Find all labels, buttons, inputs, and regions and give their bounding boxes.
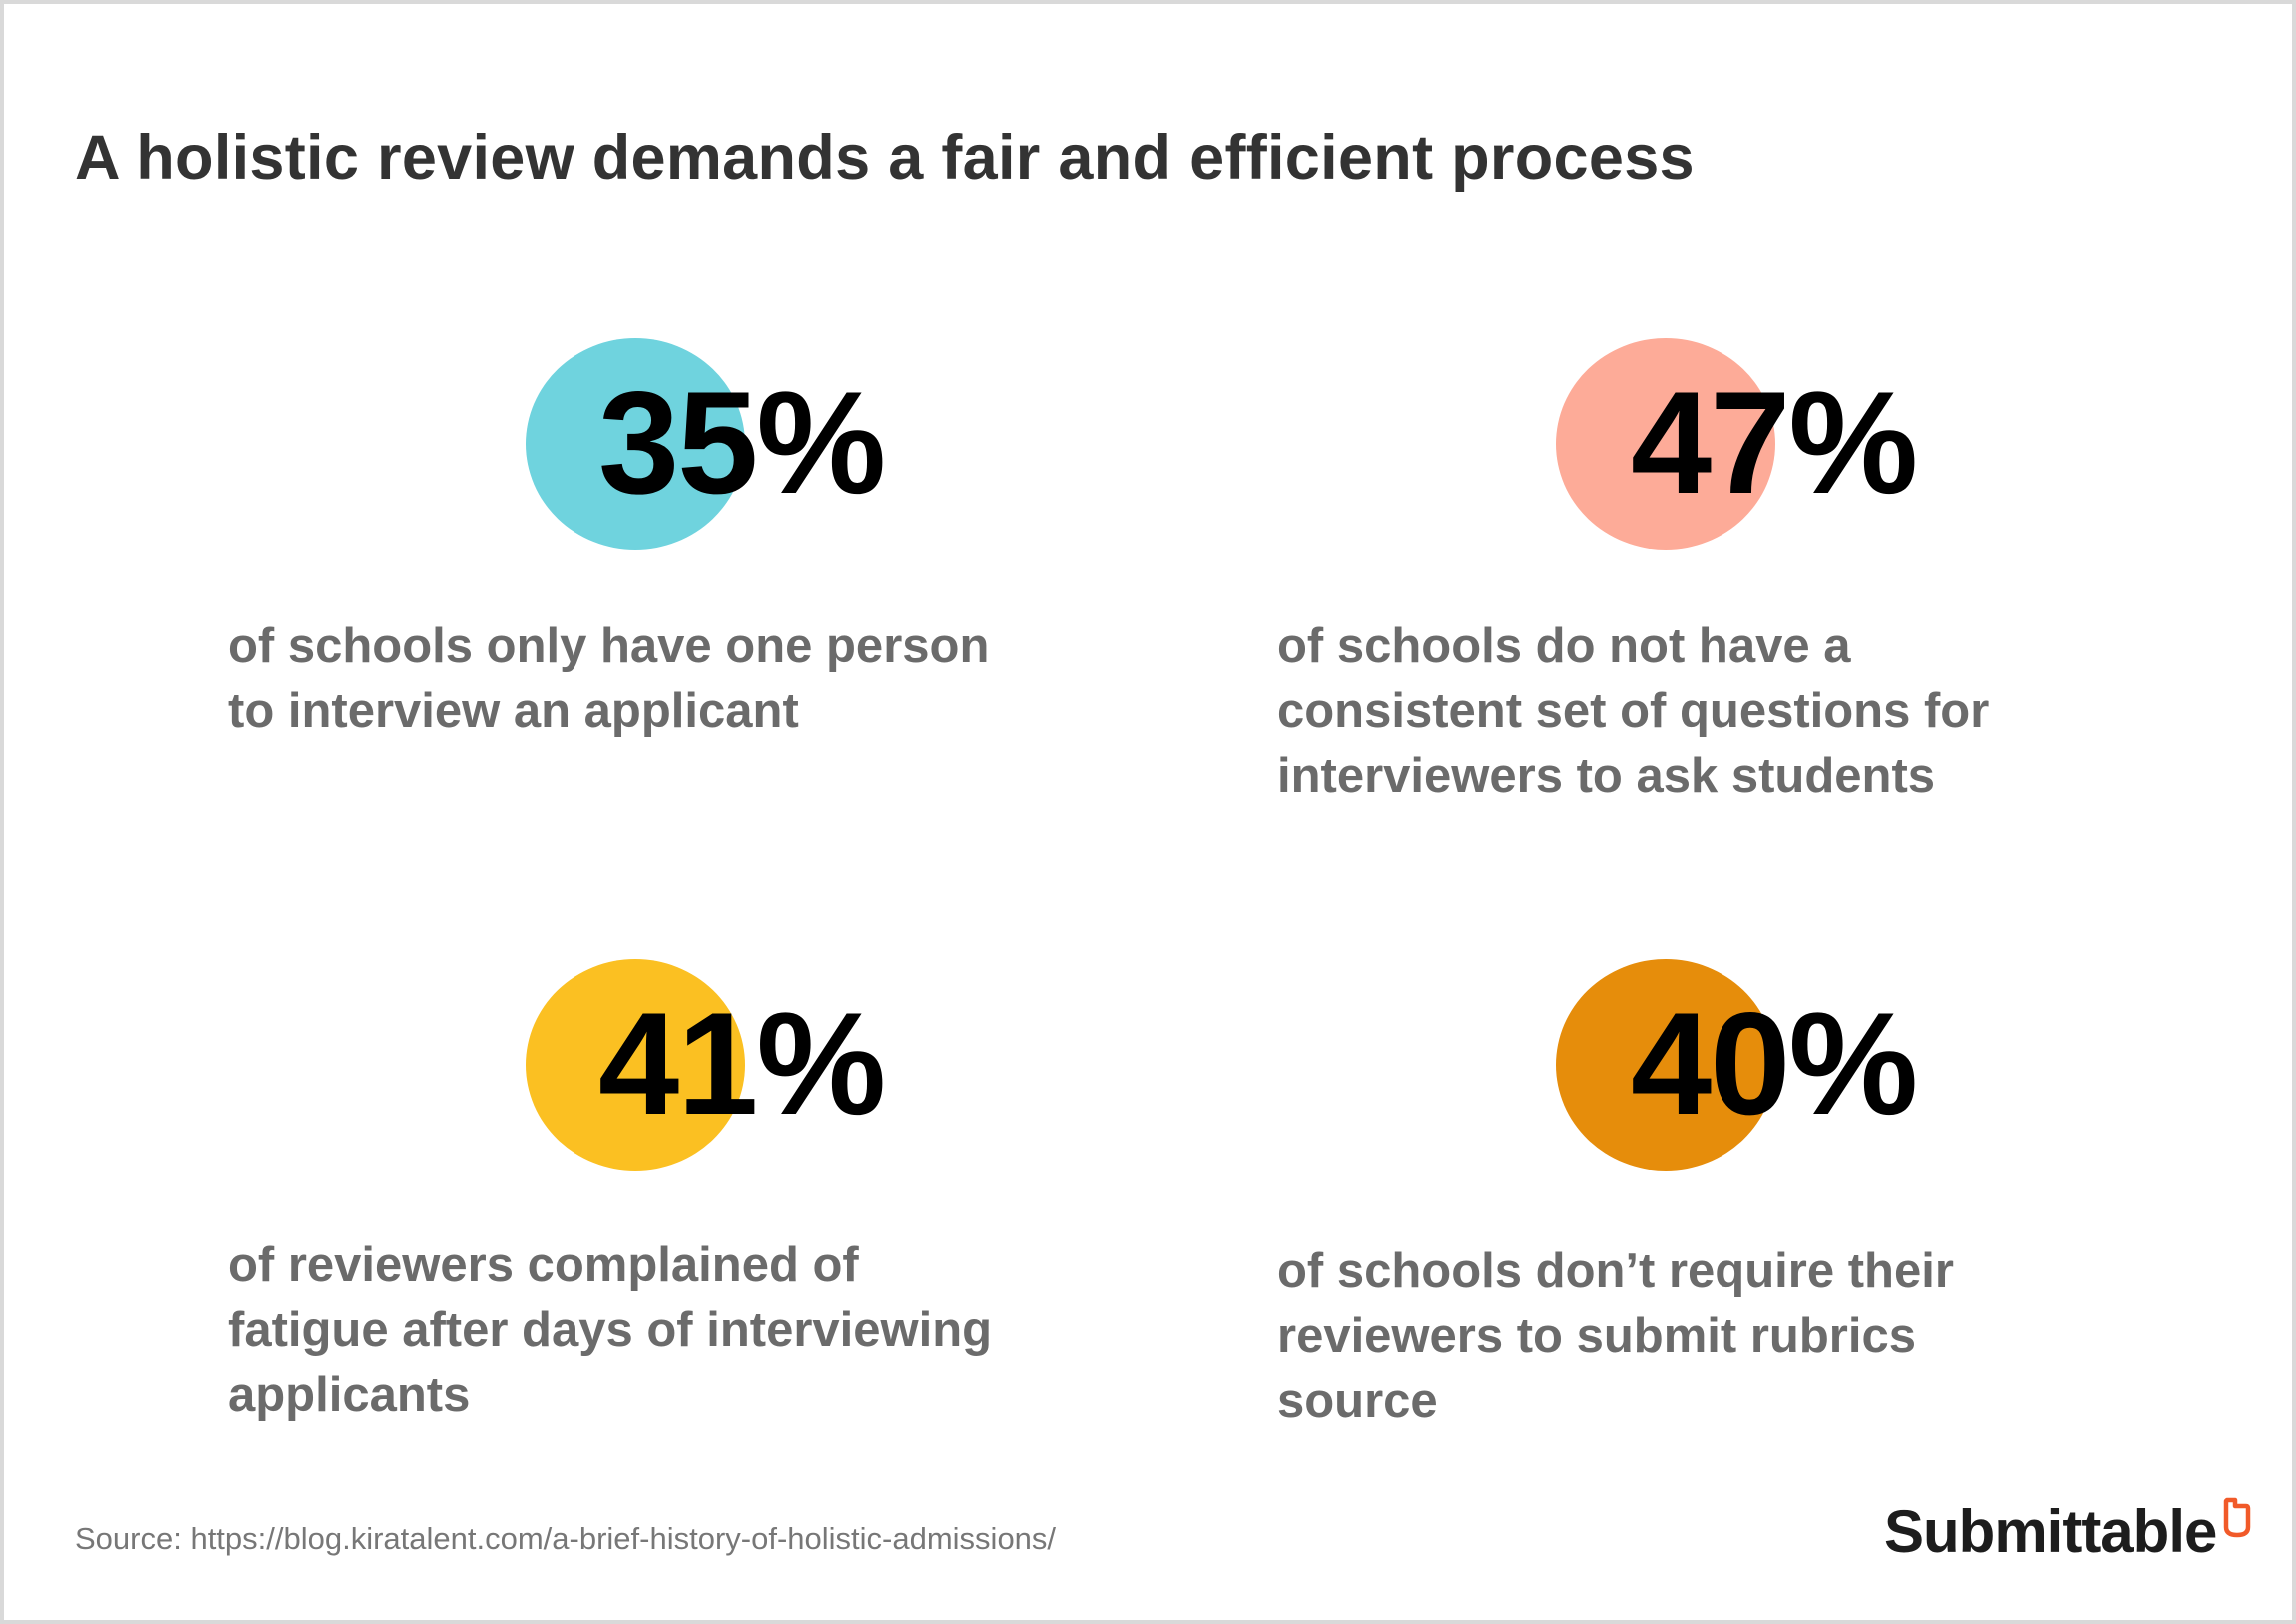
- stat-description-line: to interview an applicant: [228, 684, 799, 738]
- stat-description-line: of schools only have one person: [228, 619, 990, 673]
- stat-description-line: fatigue after days of interviewing: [228, 1303, 993, 1357]
- stat-circle-2: [1556, 338, 1775, 550]
- stat-circle-4: [1556, 959, 1775, 1171]
- stat-description-line: of reviewers complained of: [228, 1238, 859, 1292]
- stat-description-3: of reviewers complained of fatigue after…: [228, 1233, 992, 1428]
- stat-circle-3: [526, 959, 745, 1171]
- logo-text: Submittable: [1884, 1498, 2217, 1565]
- stat-description-line: interviewers to ask students: [1277, 749, 1936, 803]
- stat-description-line: reviewers to submit rubrics: [1277, 1309, 1916, 1363]
- stat-value-4: 40%: [1631, 982, 1918, 1145]
- stat-value-3: 41%: [598, 982, 886, 1145]
- stat-description-line: of schools don’t require their: [1277, 1244, 1954, 1298]
- stat-circle-1: [526, 338, 745, 550]
- stat-value-1: 35%: [598, 361, 886, 524]
- stat-description-4: of schools don’t require their reviewers…: [1277, 1239, 1954, 1434]
- stat-description-line: source: [1277, 1374, 1438, 1428]
- page-title: A holistic review demands a fair and eff…: [75, 123, 1695, 193]
- brand-logo: Submittable: [1884, 1497, 2252, 1566]
- stat-description-line: consistent set of questions for: [1277, 684, 1990, 738]
- stat-description-line: applicants: [228, 1368, 471, 1422]
- source-citation: Source: https://blog.kiratalent.com/a-br…: [75, 1521, 1057, 1556]
- stat-description-1: of schools only have one person to inter…: [228, 614, 989, 744]
- stat-description-2: of schools do not have a consistent set …: [1277, 614, 1989, 809]
- submittable-logo-icon: [2222, 1497, 2252, 1544]
- stat-description-line: of schools do not have a: [1277, 619, 1851, 673]
- stat-value-2: 47%: [1631, 361, 1918, 524]
